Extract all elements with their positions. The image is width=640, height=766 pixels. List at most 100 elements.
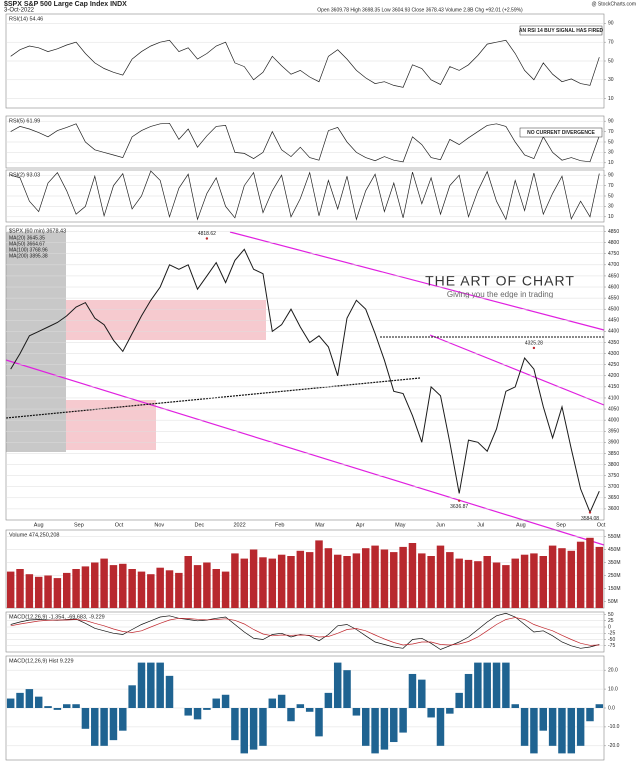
bar (324, 692, 333, 708)
x-tick-label: Aug (34, 522, 44, 528)
line (10, 170, 600, 221)
bar (137, 571, 146, 608)
volume-profile (66, 300, 266, 340)
bar (576, 708, 585, 746)
panel (5, 225, 605, 521)
bar (511, 558, 519, 608)
bar (474, 662, 482, 708)
price-label: 3636.87 (450, 504, 468, 510)
bar (408, 673, 417, 708)
bar (418, 553, 426, 608)
bar (109, 708, 118, 741)
x-tick-label: Jun (436, 522, 445, 528)
bar (193, 708, 202, 720)
panel-title: Volume 474,250,208 (9, 532, 59, 538)
panel-title: MACD(12,26,9) Hist 9.229 (9, 658, 74, 664)
bar (595, 704, 604, 708)
x-tick-label: 2022 (233, 522, 245, 528)
bar (390, 708, 398, 743)
y-tick-label: 30 (608, 77, 614, 83)
bar (399, 546, 407, 608)
y-tick-label: 3900 (608, 440, 619, 446)
trend-line (229, 231, 605, 331)
bar (137, 662, 146, 708)
bar (446, 708, 454, 714)
bar (44, 575, 52, 608)
y-tick-label: 10 (608, 160, 614, 166)
bar (44, 706, 52, 708)
bar (371, 545, 379, 608)
y-tick-label: 550M (608, 534, 621, 540)
panel (5, 529, 605, 609)
x-tick-label: Apr (356, 522, 365, 528)
bar (100, 558, 108, 608)
y-tick-label: 70 (608, 129, 614, 135)
bar (203, 562, 211, 608)
y-tick-label: 0.0 (608, 705, 615, 711)
x-tick-label: Sep (74, 522, 84, 528)
bar (81, 708, 90, 729)
bar (333, 554, 342, 608)
x-tick-label: Oct (115, 522, 124, 528)
bar (492, 662, 501, 708)
panel-title: MACD(12,26,9) -1.354, -69.683, -9.229 (9, 614, 105, 620)
bar (100, 708, 108, 746)
bar (390, 552, 398, 608)
bar (399, 708, 407, 733)
bar (34, 576, 43, 608)
bar (25, 574, 34, 608)
bar (474, 561, 482, 608)
y-tick-label: -50 (608, 637, 615, 643)
bar (165, 675, 174, 708)
y-tick-label: 150M (608, 586, 621, 592)
price-point (205, 237, 209, 240)
y-tick-label: -75 (608, 643, 615, 649)
panel-title: RSI(2) 93.03 (9, 172, 40, 178)
bar (16, 569, 24, 608)
line (10, 617, 600, 646)
bar (91, 562, 99, 608)
x-tick-label: May (395, 522, 406, 528)
bar (380, 708, 389, 750)
price-point (457, 499, 461, 502)
bar (119, 708, 127, 731)
bar (576, 541, 585, 608)
bar (502, 565, 510, 608)
decor (5, 231, 605, 546)
bar (464, 559, 473, 608)
bar (539, 708, 548, 731)
y-tick-label: 10 (608, 96, 614, 102)
line (10, 39, 600, 88)
x-tick-label: Nov (154, 522, 164, 528)
y-tick-label: 250M (608, 573, 621, 579)
bar (305, 552, 314, 608)
bar (175, 572, 183, 608)
y-tick-label: 3800 (608, 462, 619, 468)
bar (483, 556, 491, 608)
bar (287, 556, 295, 608)
price-label: 4325.28 (525, 340, 543, 346)
bar (464, 673, 473, 708)
bar (539, 556, 548, 608)
bar (277, 554, 286, 608)
x-tick-label: Feb (275, 522, 284, 528)
trend-line (5, 359, 605, 546)
y-tick-label: 4600 (608, 284, 619, 290)
bar (586, 537, 594, 608)
bar (16, 692, 24, 708)
y-tick-label: 10 (608, 214, 614, 220)
bar (184, 708, 192, 716)
bar (455, 558, 463, 608)
bar (221, 694, 230, 708)
quote: Open 3609.78 High 3698.35 Low 3604.93 Cl… (317, 7, 523, 13)
y-tick-label: 3750 (608, 473, 619, 479)
price-point (588, 511, 592, 514)
bar (296, 704, 305, 708)
bar (324, 548, 333, 608)
bar (418, 679, 426, 708)
y-tick-label: 3950 (608, 429, 619, 435)
bar (567, 550, 576, 608)
bar (352, 708, 361, 716)
